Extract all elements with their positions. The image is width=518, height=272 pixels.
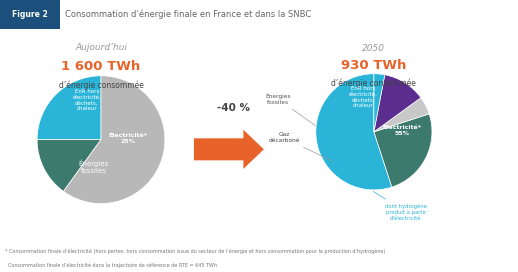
Wedge shape [374,114,432,187]
Text: dont hydrogène
produit à partir
d’électricité: dont hydrogène produit à partir d’électr… [373,191,427,221]
Text: Électricité*
55%: Électricité* 55% [382,125,421,136]
Wedge shape [316,74,392,190]
Text: Énergies
fossiles: Énergies fossiles [78,159,108,174]
Text: * Consommation finale d’électricité (hors pertes, hors consommation issue du sec: * Consommation finale d’électricité (hor… [5,249,385,254]
Wedge shape [37,140,101,191]
Bar [0,0,60,29]
Wedge shape [374,75,421,132]
Text: d’énergie consommée: d’énergie consommée [332,78,416,88]
Wedge shape [64,76,165,203]
Text: 930 TWh: 930 TWh [341,59,407,72]
FancyArrow shape [194,130,264,169]
Text: Aujourd’hui: Aujourd’hui [75,42,127,52]
Text: EnR hors
électricité,
déchets,
chaleur: EnR hors électricité, déchets, chaleur [349,86,378,108]
Text: Consommation d’énergie finale en France et dans la SNBC: Consommation d’énergie finale en France … [65,10,311,19]
Text: Gaz
décarboné: Gaz décarboné [268,132,332,161]
Wedge shape [374,74,385,132]
Text: -40 %: -40 % [217,103,250,113]
Text: Énergies
fossiles: Énergies fossiles [265,93,315,126]
Text: 2050: 2050 [363,44,385,52]
Wedge shape [37,76,101,140]
Wedge shape [374,98,429,132]
Text: d’énergie consommée: d’énergie consommée [59,81,143,90]
Text: 1 600 TWh: 1 600 TWh [62,60,140,73]
Text: Consommation finale d’électricité dans la trajectoire de référence de RTE = 645 : Consommation finale d’électricité dans l… [5,262,217,268]
Text: Électricité*
25%: Électricité* 25% [108,133,147,144]
Text: Figure 2: Figure 2 [11,10,48,19]
Text: EnR hors
électricité,
déchets,
chaleur: EnR hors électricité, déchets, chaleur [73,89,102,111]
